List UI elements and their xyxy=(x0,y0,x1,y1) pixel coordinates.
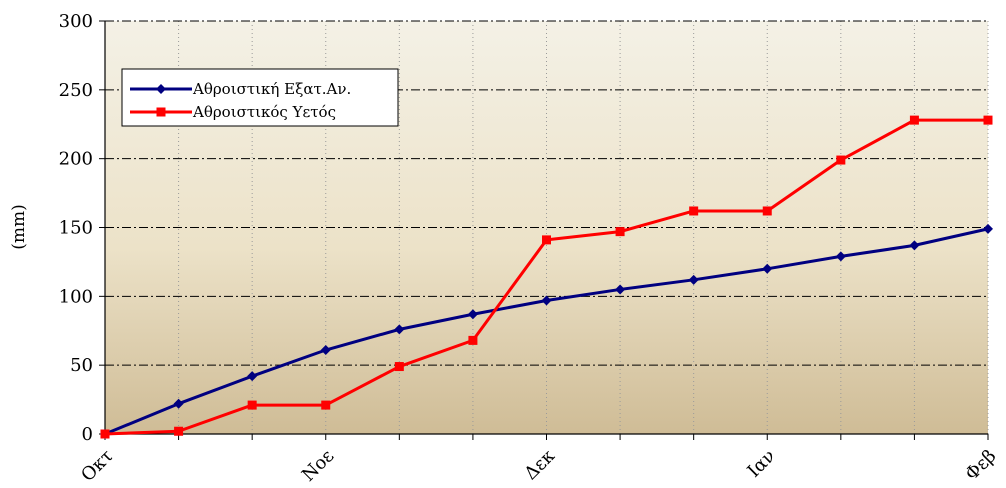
y-tick-label: 300 xyxy=(59,11,93,32)
diamond-marker xyxy=(156,84,166,94)
legend-label: Αθροιστική Εξατ.Αν. xyxy=(192,80,351,98)
y-tick-label: 150 xyxy=(59,218,93,239)
square-marker xyxy=(762,206,772,216)
diamond-marker xyxy=(688,274,699,285)
square-marker xyxy=(468,335,478,345)
legend: Αθροιστική Εξατ.Αν. Αθροιστικός Υετός xyxy=(121,68,399,127)
square-marker xyxy=(909,115,919,125)
y-tick-labels: 0 50 100 150 200 250 300 xyxy=(59,11,93,445)
x-tick-label: Φεβ xyxy=(961,446,1000,484)
diamond-marker xyxy=(467,309,478,320)
legend-box xyxy=(121,68,399,127)
legend-label: Αθροιστικός Υετός xyxy=(192,103,336,121)
diamond-marker xyxy=(909,240,920,251)
square-marker xyxy=(983,115,993,125)
diamond-marker xyxy=(320,345,331,356)
x-tick-label: Οκτ xyxy=(77,446,117,484)
series-layer xyxy=(100,115,993,439)
diamond-marker xyxy=(541,295,552,306)
square-marker xyxy=(174,426,184,436)
square-marker xyxy=(100,429,110,439)
square-marker xyxy=(247,400,257,410)
square-marker xyxy=(836,155,846,165)
x-tick-labels: Οκτ Νοε Δεκ Ιαν Φεβ xyxy=(77,445,1000,486)
x-tick-label: Δεκ xyxy=(520,445,559,484)
diamond-marker xyxy=(247,371,258,382)
diamond-marker xyxy=(835,251,846,262)
y-tick-label: 50 xyxy=(70,355,93,376)
square-marker xyxy=(615,227,625,237)
y-axis-label: (mm) xyxy=(9,204,29,250)
x-tick-label: Ιαν xyxy=(743,446,779,482)
y-tick-label: 250 xyxy=(59,80,93,101)
diamond-marker xyxy=(173,398,184,409)
y-tick-label: 200 xyxy=(59,149,93,170)
diamond-marker xyxy=(615,284,626,295)
square-marker xyxy=(321,400,331,410)
diamond-marker xyxy=(983,223,993,234)
series-2 xyxy=(100,115,993,439)
square-marker xyxy=(542,235,551,245)
square-marker xyxy=(156,107,166,117)
y-tick-label: 100 xyxy=(59,286,93,307)
square-marker xyxy=(689,206,699,216)
diamond-marker xyxy=(394,324,405,335)
series-1 xyxy=(100,223,993,439)
square-marker xyxy=(394,362,404,372)
x-tick-label: Νοε xyxy=(298,446,338,484)
diamond-marker xyxy=(762,263,773,274)
y-tick-label: 0 xyxy=(82,424,93,445)
